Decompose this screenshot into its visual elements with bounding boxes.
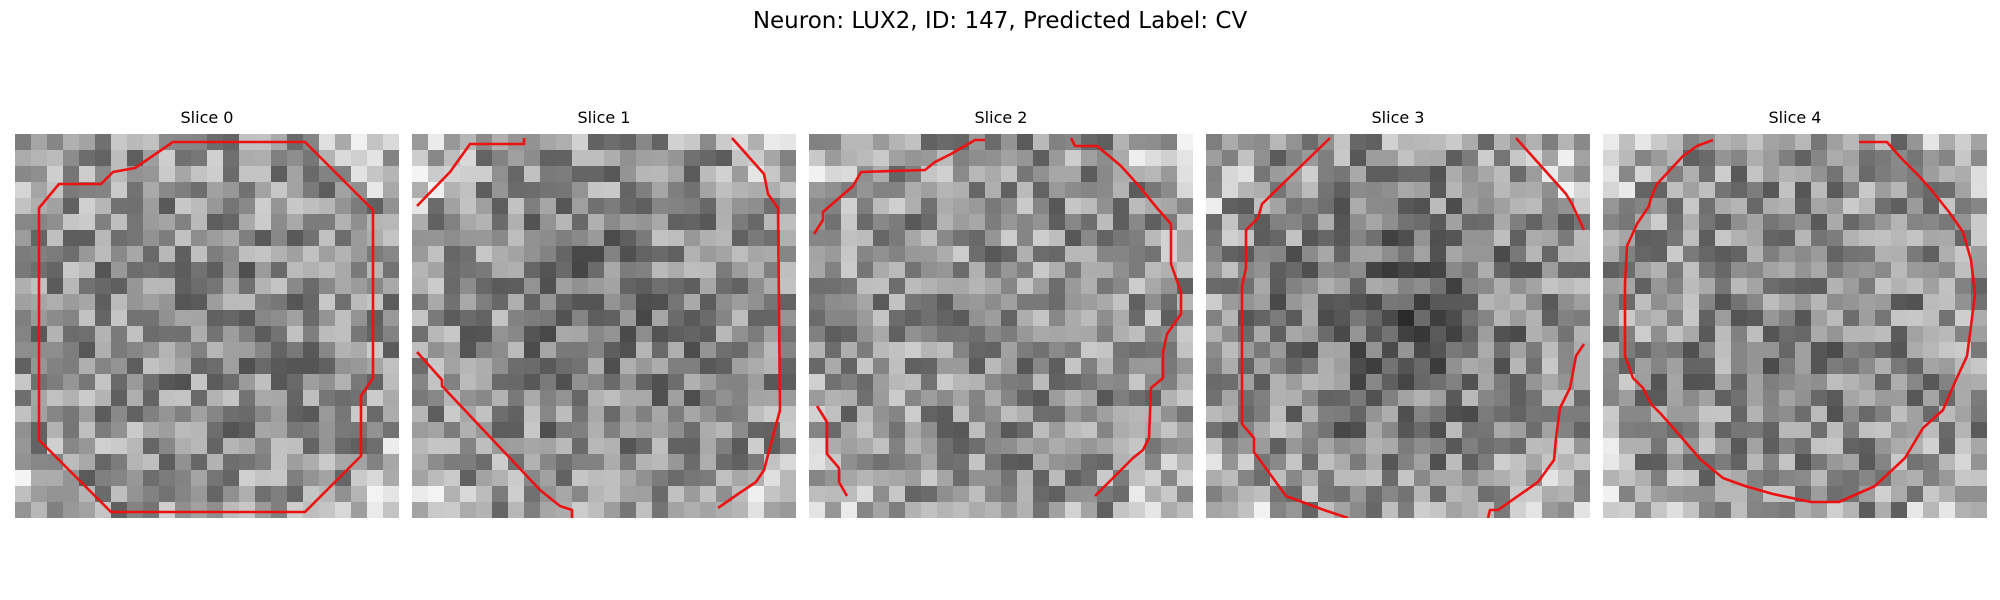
figure-title: Neuron: LUX2, ID: 147, Predicted Label: … (752, 8, 1248, 34)
contour-line (1486, 343, 1586, 518)
contour-line (1515, 137, 1586, 231)
slice-image (809, 134, 1193, 518)
contour-line (1623, 138, 1977, 504)
slice-title: Slice 3 (1371, 108, 1425, 127)
slice-title: Slice 1 (577, 108, 631, 127)
slice-title: Slice 2 (974, 108, 1028, 127)
contour-line (1240, 137, 1349, 518)
contour-line (37, 140, 375, 514)
contour-line (416, 351, 574, 518)
slice-title: Slice 0 (180, 108, 234, 127)
slice-image (15, 134, 399, 518)
slice-image (1603, 134, 1987, 518)
slice-title: Slice 4 (1768, 108, 1822, 127)
slice-image (412, 134, 796, 518)
slice-image (1206, 134, 1590, 518)
contour-line (812, 138, 985, 235)
contour-line (416, 138, 526, 207)
contour-line (815, 405, 849, 497)
contour-line (1069, 137, 1183, 497)
contour-line (717, 137, 782, 510)
